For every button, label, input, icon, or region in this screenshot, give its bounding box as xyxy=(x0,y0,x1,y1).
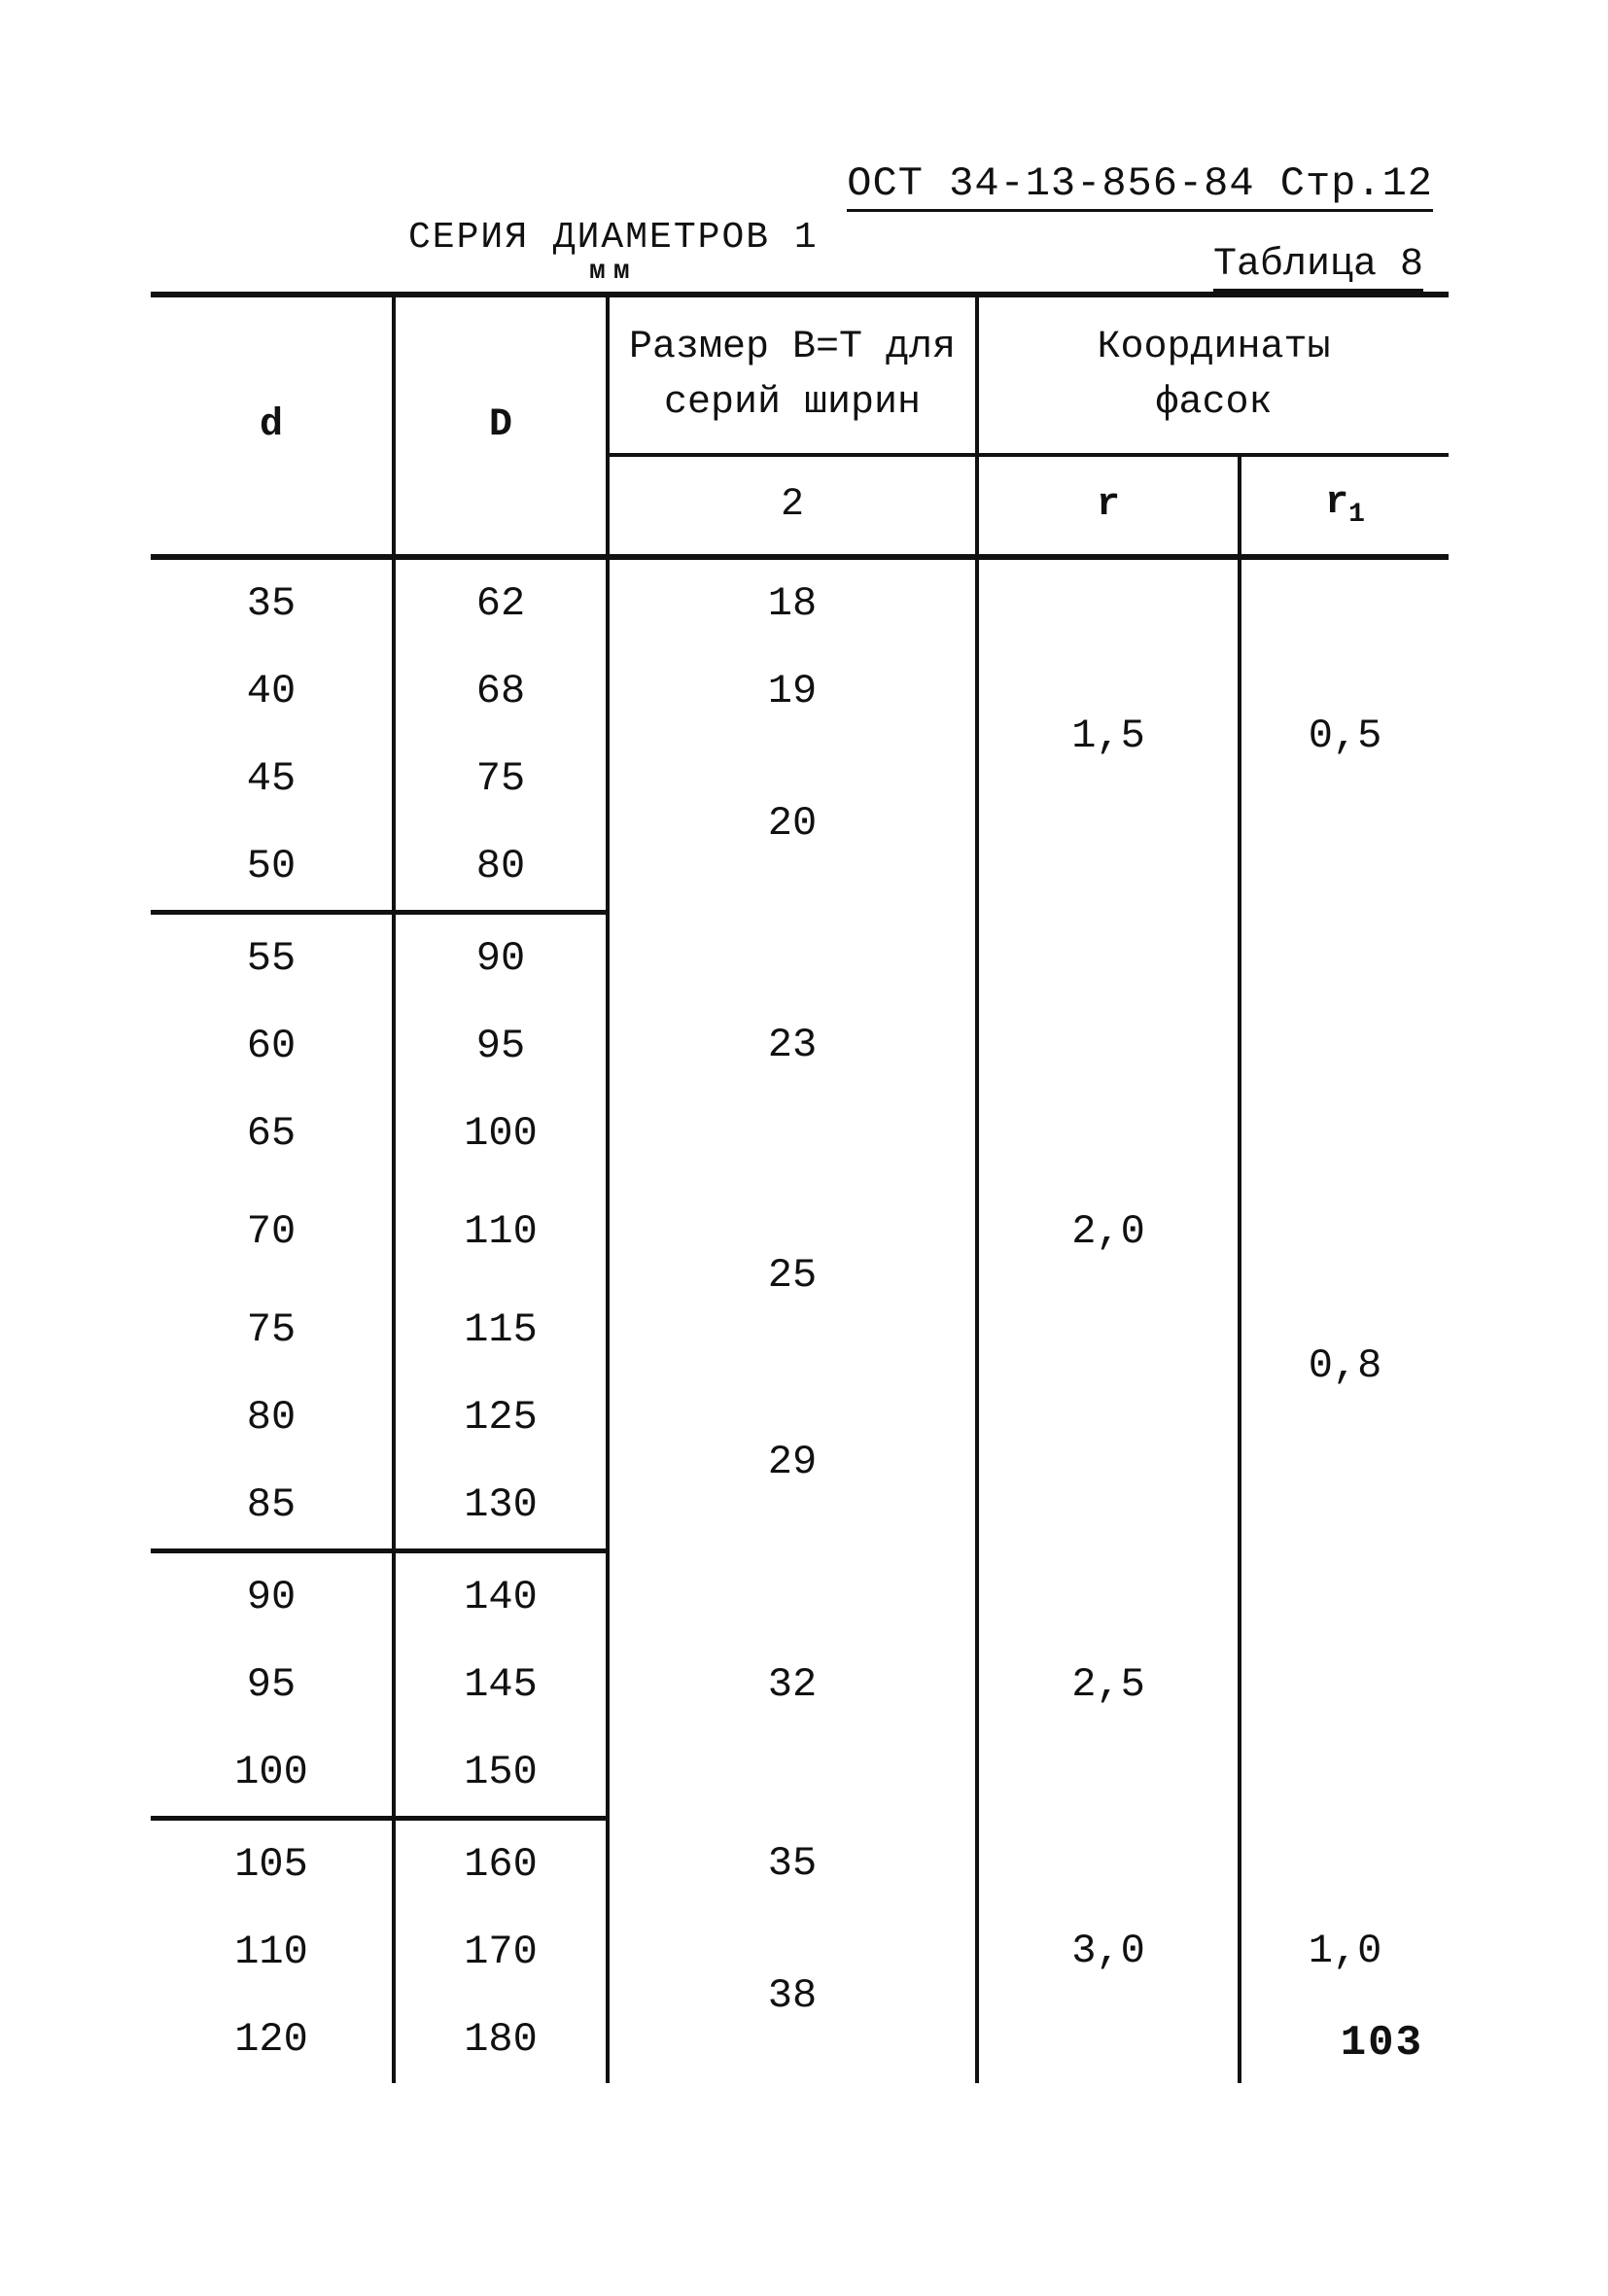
page: ОСТ 34-13-856-84 Стр.12 СЕРИЯ ДИАМЕТРОВ … xyxy=(0,0,1608,2296)
series-title: СЕРИЯ ДИАМЕТРОВ 1 мм xyxy=(408,219,819,286)
cell-D: 180 xyxy=(394,1996,608,2083)
cell-size-2: 23 xyxy=(608,913,977,1178)
cell-D: 100 xyxy=(394,1090,608,1177)
col-subheader-2-text: 2 xyxy=(769,475,816,536)
cell-d: 50 xyxy=(151,822,394,913)
cell-size-2: 35 xyxy=(608,1819,977,1909)
cell-d: 60 xyxy=(151,1002,394,1090)
col-subheader-r1: r1 xyxy=(1240,455,1449,557)
table-label: Таблица 8 xyxy=(1213,243,1423,292)
col-subheader-r1-text: r1 xyxy=(1313,473,1377,538)
cell-size-2: 29 xyxy=(608,1374,977,1551)
cell-d: 110 xyxy=(151,1908,394,1996)
cell-d: 85 xyxy=(151,1461,394,1551)
r1-base: r xyxy=(1325,481,1348,525)
table-header: d D Размер В=Т для серий ширин Координат… xyxy=(151,295,1449,557)
cell-r: 3,0 xyxy=(977,1819,1240,2084)
cell-D: 150 xyxy=(394,1728,608,1819)
cell-d: 100 xyxy=(151,1728,394,1819)
cell-d: 90 xyxy=(151,1551,394,1642)
col-header-coord: Координаты фасок xyxy=(977,295,1449,455)
cell-D: 75 xyxy=(394,735,608,822)
table-row: 5590232,00,8 xyxy=(151,913,1449,1003)
r1-sub: 1 xyxy=(1348,500,1365,530)
cell-D: 115 xyxy=(394,1286,608,1374)
col-header-size-l2: серий ширин xyxy=(652,379,932,434)
data-table: d D Размер В=Т для серий ширин Координат… xyxy=(151,292,1449,2083)
cell-d: 45 xyxy=(151,735,394,822)
cell-d: 80 xyxy=(151,1374,394,1461)
cell-d: 35 xyxy=(151,557,394,647)
col-header-coord-l1: Координаты xyxy=(1085,318,1342,378)
cell-size-2: 20 xyxy=(608,735,977,913)
cell-size-2: 18 xyxy=(608,557,977,647)
cell-d: 70 xyxy=(151,1177,394,1286)
cell-D: 160 xyxy=(394,1819,608,1909)
document-code: ОСТ 34-13-856-84 Стр.12 xyxy=(847,160,1433,212)
cell-d: 120 xyxy=(151,1996,394,2083)
cell-r1: 0,8 xyxy=(1240,913,1449,1819)
cell-r: 1,5 xyxy=(977,557,1240,913)
col-header-D-text: D xyxy=(477,396,524,456)
col-header-size-l1: Размер В=Т для xyxy=(617,318,967,378)
cell-d: 65 xyxy=(151,1090,394,1177)
cell-d: 40 xyxy=(151,647,394,735)
cell-D: 125 xyxy=(394,1374,608,1461)
cell-size-2: 38 xyxy=(608,1908,977,2083)
cell-D: 140 xyxy=(394,1551,608,1642)
series-title-text: СЕРИЯ ДИАМЕТРОВ 1 xyxy=(408,217,819,259)
col-header-coord-l2: фасок xyxy=(1143,379,1283,434)
cell-D: 95 xyxy=(394,1002,608,1090)
col-header-D: D xyxy=(394,295,608,557)
cell-d: 95 xyxy=(151,1641,394,1728)
cell-D: 130 xyxy=(394,1461,608,1551)
cell-D: 62 xyxy=(394,557,608,647)
table-row: 3562181,50,5 xyxy=(151,557,1449,647)
col-subheader-r: r xyxy=(977,455,1240,557)
cell-size-2: 25 xyxy=(608,1177,977,1374)
cell-d: 75 xyxy=(151,1286,394,1374)
cell-size-2: 32 xyxy=(608,1551,977,1819)
cell-D: 110 xyxy=(394,1177,608,1286)
col-header-d: d xyxy=(151,295,394,557)
cell-D: 145 xyxy=(394,1641,608,1728)
cell-r1: 0,5 xyxy=(1240,557,1449,913)
cell-r: 2,5 xyxy=(977,1551,1240,1819)
table-body: 3562181,50,540681945752050805590232,00,8… xyxy=(151,557,1449,2083)
col-header-size: Размер В=Т для серий ширин xyxy=(608,295,977,455)
cell-d: 55 xyxy=(151,913,394,1003)
cell-r: 2,0 xyxy=(977,913,1240,1551)
cell-d: 105 xyxy=(151,1819,394,1909)
cell-size-2: 19 xyxy=(608,647,977,735)
col-subheader-2: 2 xyxy=(608,455,977,557)
cell-D: 170 xyxy=(394,1908,608,1996)
col-header-d-text: d xyxy=(248,396,295,456)
page-number: 103 xyxy=(1341,2019,1423,2068)
cell-D: 68 xyxy=(394,647,608,735)
cell-D: 80 xyxy=(394,822,608,913)
series-unit: мм xyxy=(408,258,819,286)
table-row: 105160353,01,0 xyxy=(151,1819,1449,1909)
cell-D: 90 xyxy=(394,913,608,1003)
col-subheader-r-text: r xyxy=(1085,475,1132,536)
